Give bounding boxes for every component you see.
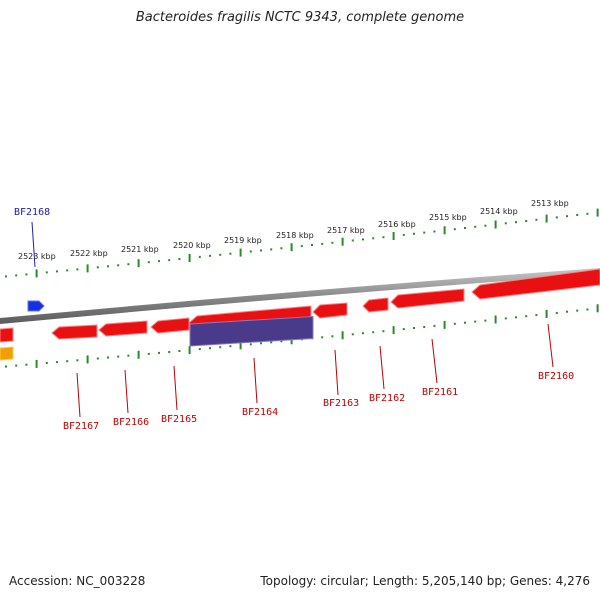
gene-bf2166[interactable] <box>98 320 148 337</box>
gene-bf2163[interactable] <box>312 302 348 319</box>
genome-backbone <box>0 268 600 324</box>
gene-bf2165[interactable] <box>150 317 190 334</box>
kbp-label: 2523 kbp <box>18 252 56 261</box>
gene-bf2168[interactable] <box>27 300 45 312</box>
kbp-label: 2517 kbp <box>327 226 365 235</box>
gene-partial-orange[interactable] <box>0 346 14 361</box>
upper-ruler <box>5 208 599 278</box>
gene-label-bf2162[interactable]: BF2162 <box>369 393 405 404</box>
kbp-label: 2515 kbp <box>429 213 467 222</box>
gene-label-bf2164[interactable]: BF2164 <box>242 407 278 418</box>
gene-bf2160[interactable] <box>471 268 600 300</box>
kbp-label: 2519 kbp <box>224 236 262 245</box>
gene-label-bf2160[interactable]: BF2160 <box>538 371 574 382</box>
gene-bf2161[interactable] <box>390 288 465 309</box>
gene-label-bf2167[interactable]: BF2167 <box>63 421 99 432</box>
gene-bf2162[interactable] <box>362 297 389 313</box>
kbp-label: 2518 kbp <box>276 231 314 240</box>
kbp-label: 2513 kbp <box>531 199 569 208</box>
gene-bf2167[interactable] <box>51 324 98 340</box>
kbp-labels: 2513 kbp 2514 kbp 2515 kbp 2516 kbp 2517… <box>18 199 569 261</box>
gene-label-lines <box>31 221 554 418</box>
gene-features <box>0 268 600 361</box>
genome-summary-text: Topology: circular; Length: 5,205,140 bp… <box>260 574 590 588</box>
gene-partial-left[interactable] <box>0 327 14 343</box>
map-title: Bacteroides fragilis NCTC 9343, complete… <box>135 10 465 25</box>
gene-label-bf2168[interactable]: BF2168 <box>14 207 50 218</box>
kbp-label: 2514 kbp <box>480 207 518 216</box>
lower-ruler <box>5 304 599 368</box>
gene-label-bf2161[interactable]: BF2161 <box>422 387 458 398</box>
gene-label-bf2165[interactable]: BF2165 <box>161 414 197 425</box>
gene-labels: BF2160 BF2161 BF2162 BF2163 BF2164 BF216… <box>14 207 574 432</box>
kbp-label: 2520 kbp <box>173 241 211 250</box>
kbp-label: 2516 kbp <box>378 220 416 229</box>
gene-label-bf2163[interactable]: BF2163 <box>323 398 359 409</box>
kbp-label: 2522 kbp <box>70 249 108 258</box>
kbp-label: 2521 kbp <box>121 245 159 254</box>
accession-text: Accession: NC_003228 <box>9 574 146 588</box>
gene-label-bf2166[interactable]: BF2166 <box>113 417 149 428</box>
gene-feature-purple[interactable] <box>189 315 314 347</box>
